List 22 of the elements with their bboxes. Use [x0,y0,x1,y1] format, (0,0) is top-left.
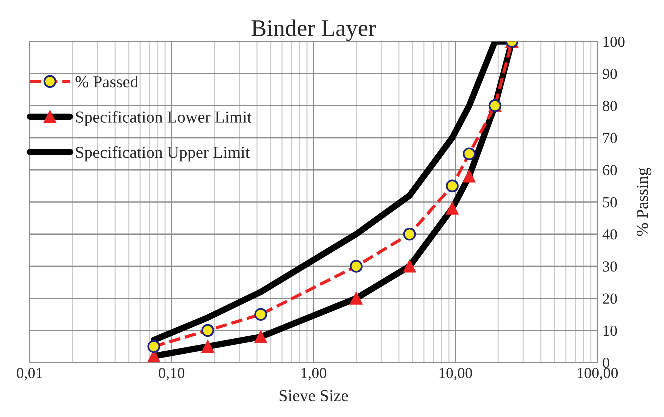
y-tick-label: 10 [604,326,618,336]
x-tick-label: 100,00 [578,368,618,381]
y-tick-label: 40 [602,229,618,240]
chart-title: Binder Layer [252,20,376,42]
y-tick-label: 0 [603,358,610,368]
y-tick-label: 30 [603,262,618,272]
legend-label: Specification Upper Limit [76,146,250,162]
x-tick-label: 1,00 [302,368,327,381]
x-axis-title: Sieve Size [280,390,348,402]
x-tick-label: 0,10 [159,368,185,381]
x-tick-label: 10,00 [440,368,472,381]
y-tick-label: 20 [603,294,618,304]
y-tick-label: 90 [602,68,618,80]
x-tick-label: 0,01 [17,368,42,381]
y-tick-label: 100 [604,36,625,48]
y-axis-title: % Passing [636,168,652,236]
legend-label: % Passed [76,76,138,88]
y-tick-label: 80 [603,101,618,112]
y-tick-label: 50 [603,197,618,208]
y-tick-label: 70 [603,133,618,144]
y-tick-label: 60 [603,165,618,176]
legend-label: Specification Lower Limit [76,111,252,126]
